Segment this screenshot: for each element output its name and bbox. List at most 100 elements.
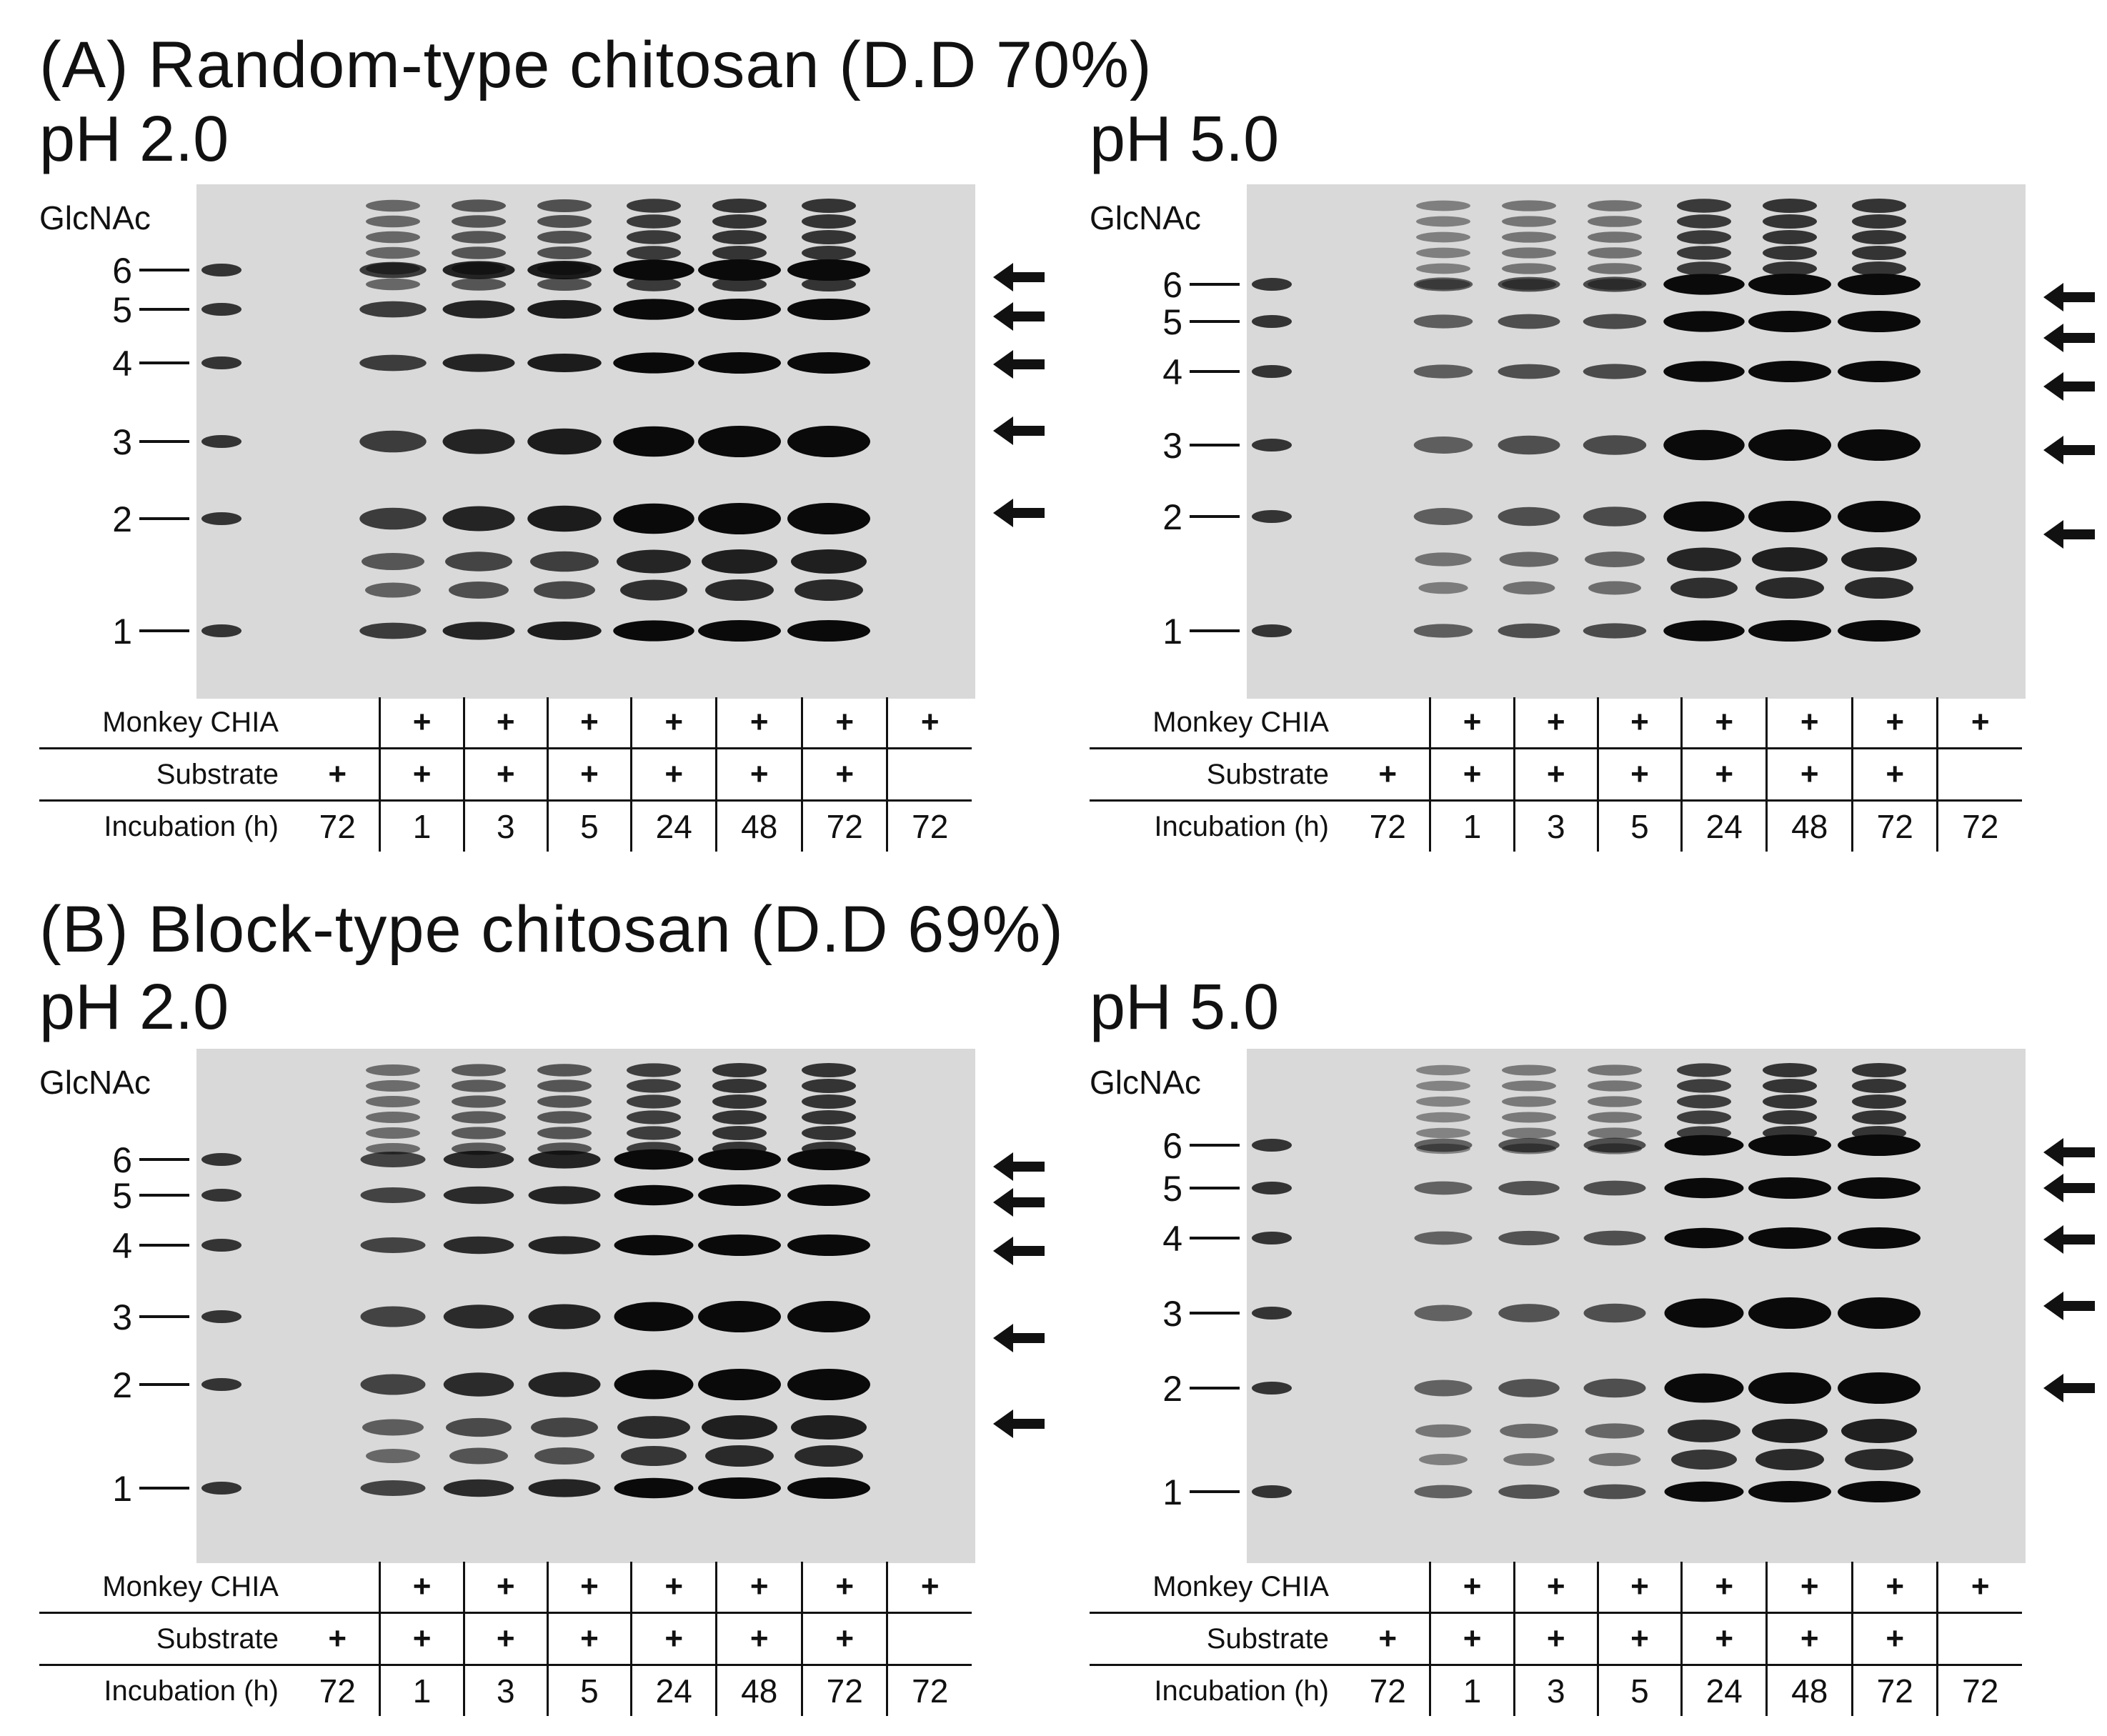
marker-label: 3: [112, 1297, 132, 1337]
sample-band: [698, 259, 781, 281]
ladder-band: [201, 512, 241, 525]
sample-band: [443, 1186, 514, 1204]
left-arrow-icon: [993, 1324, 1045, 1352]
marker-label: 4: [1162, 352, 1182, 392]
sample-band: [530, 551, 599, 572]
condition-cell: +: [296, 1612, 380, 1666]
sample-band: [1663, 274, 1745, 295]
sample-band: [1663, 311, 1745, 332]
sample-band: [1838, 1134, 1921, 1156]
condition-cell: 72: [886, 800, 972, 852]
sample-band: [452, 1079, 506, 1092]
marker-label: 3: [1162, 426, 1182, 466]
condition-table: Monkey CHIA + + + + + + + Substrate + + + + + + + Incuba…: [39, 697, 972, 852]
marker-label: 2: [1162, 1369, 1182, 1409]
sample-band: [1416, 231, 1470, 243]
gel-image-a-left: [196, 184, 975, 699]
sample-band: [802, 199, 856, 213]
condition-cell: 3: [462, 800, 548, 852]
sample-band: [1852, 1079, 1906, 1093]
condition-cell: [296, 1562, 380, 1614]
left-arrow-icon: [993, 1410, 1045, 1438]
condition-cell: 72: [886, 1665, 972, 1716]
marker-label: 6: [1162, 1126, 1182, 1166]
condition-cell: 72: [800, 800, 887, 852]
sample-band: [1588, 200, 1642, 211]
sample-band: [1677, 1110, 1731, 1124]
condition-cell: +: [886, 697, 972, 749]
sample-band: [528, 1186, 601, 1204]
condition-cell: [1346, 1562, 1430, 1614]
left-arrow-icon: [993, 1188, 1045, 1217]
left-arrow-icon: [2043, 324, 2095, 352]
sample-band: [1498, 1137, 1560, 1153]
condition-cell: +: [462, 748, 548, 802]
condition-cell: +: [462, 1562, 548, 1614]
sample-band: [787, 259, 870, 281]
sample-band: [366, 1096, 420, 1107]
sample-band: [698, 1149, 781, 1170]
ladder-band: [201, 1153, 241, 1166]
ladder-band: [1252, 1307, 1292, 1320]
sample-band: [787, 299, 870, 320]
condition-cell: 48: [715, 1665, 802, 1716]
sample-band: [1838, 311, 1921, 332]
sample-band: [787, 1149, 870, 1170]
marker-tick: [1190, 1144, 1240, 1147]
sample-band: [1588, 1452, 1641, 1467]
sample-band: [537, 246, 592, 259]
ladder-band: [1252, 278, 1292, 291]
condition-cell: +: [1851, 1562, 1938, 1614]
sample-band: [1748, 1297, 1831, 1329]
condition-cell: +: [1680, 697, 1767, 749]
sample-band: [1414, 1380, 1473, 1397]
sample-band: [527, 622, 602, 640]
condition-row: Incubation (h) 72 1 3 5 24 48 72 72: [39, 1665, 972, 1716]
sample-band: [1667, 547, 1741, 572]
section-a-left-ph: pH 2.0: [39, 104, 229, 175]
left-arrow-icon: [2043, 520, 2095, 549]
sample-band: [1852, 261, 1906, 276]
sample-band: [1498, 276, 1560, 292]
condition-cell: +: [629, 1562, 717, 1614]
sample-band: [442, 300, 515, 319]
sample-band: [698, 1369, 781, 1400]
sample-band: [1500, 1423, 1558, 1439]
sample-band: [445, 552, 512, 572]
section-b-heading: (B) Block-type chitosan (D.D 69%): [39, 893, 1064, 966]
sample-band: [452, 199, 506, 212]
sample-band: [360, 1480, 426, 1496]
sample-band: [613, 503, 694, 534]
ladder-band: [1252, 1232, 1292, 1244]
condition-cell: 72: [319, 808, 356, 845]
marker-tick: [139, 1158, 189, 1161]
left-arrow-icon: [2043, 283, 2095, 311]
condition-cell: 1: [1429, 1665, 1515, 1716]
marker-tick: [139, 361, 189, 364]
ladder-band: [201, 1189, 241, 1202]
sample-band: [452, 1111, 506, 1124]
sample-band: [1668, 1420, 1740, 1442]
ladder-band: [1252, 510, 1292, 523]
sample-band: [1663, 620, 1745, 642]
sample-band: [1852, 1063, 1906, 1077]
sample-band: [360, 1306, 426, 1327]
sample-band: [366, 199, 420, 212]
condition-cell: 48: [715, 800, 802, 852]
sample-band: [359, 354, 427, 371]
sample-band: [537, 1064, 592, 1077]
condition-cell: +: [1765, 1612, 1853, 1666]
sample-band: [1755, 577, 1824, 599]
sample-band: [366, 278, 420, 291]
sample-band: [442, 261, 515, 279]
sample-band: [613, 426, 694, 457]
condition-cell: +: [1936, 1562, 2022, 1614]
condition-cell: 72: [1851, 800, 1938, 852]
sample-band: [787, 1477, 870, 1499]
condition-cell: 72: [319, 1672, 356, 1710]
sample-band: [1838, 1372, 1921, 1404]
left-arrow-icon: [993, 302, 1045, 331]
sample-band: [531, 1417, 598, 1437]
condition-cell: +: [1596, 1612, 1682, 1666]
condition-cell: 1: [379, 1665, 464, 1716]
